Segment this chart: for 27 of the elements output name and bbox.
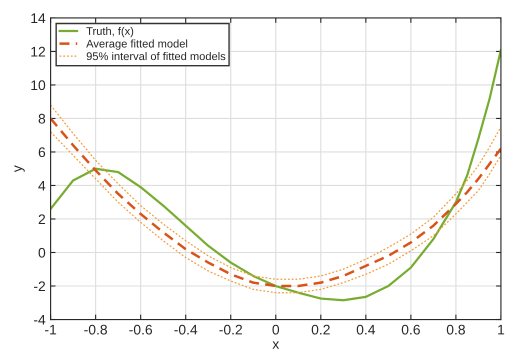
y-tick-label: -2: [34, 281, 46, 292]
x-tick-label: 0.2: [312, 324, 330, 335]
x-tick-label: 0.4: [356, 324, 376, 335]
x-tick-label: 0: [272, 324, 280, 335]
y-tick-label: 10: [31, 80, 46, 90]
legend-label: 95% interval of fitted models: [86, 52, 226, 60]
x-tick-label: -0.6: [129, 324, 152, 335]
x-tick-label: 0.8: [446, 324, 465, 335]
x-tick-label: 0.6: [402, 324, 420, 335]
y-tick-label: 12: [31, 46, 46, 56]
x-tick-label: -0.4: [174, 324, 198, 335]
y-axis-title: y: [14, 165, 25, 172]
line-series: [50, 48, 501, 302]
y-tick-label: 4: [38, 180, 46, 191]
x-tick-label: -1: [45, 324, 56, 334]
y-tick-label: 14: [31, 13, 46, 23]
y-tick-label: 6: [38, 147, 46, 158]
y-tick-label: -4: [34, 314, 46, 325]
legend-label: Average fitted model: [86, 39, 188, 50]
legend-label: Truth, f(x): [86, 26, 134, 38]
y-tick-label: 0: [38, 248, 46, 258]
y-tick-label: 8: [38, 114, 46, 124]
x-tick-label: -0.2: [219, 324, 242, 335]
x-axis-title: x: [272, 341, 280, 349]
y-tick-label: 2: [38, 214, 46, 224]
x-tick-label: 1: [498, 324, 504, 334]
x-tick-label: -0.8: [84, 324, 107, 335]
